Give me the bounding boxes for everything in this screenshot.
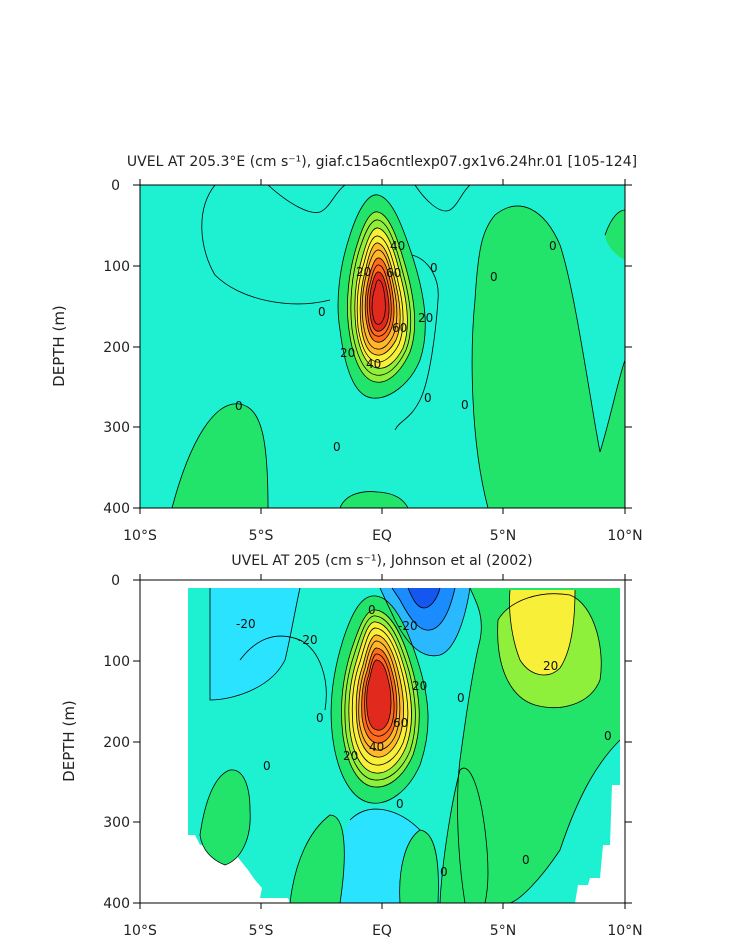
panel-model: UVEL AT 205.3°E (cm s⁻¹), giaf.c15a6cntl…: [50, 154, 643, 544]
p2-xtick-5N: 5°N: [490, 923, 516, 939]
p1-clabel-40b: 40: [366, 357, 381, 371]
p1-ytick-200: 200: [103, 340, 130, 356]
p1-clabel-20a: 20: [418, 311, 433, 325]
p2-ytick-0: 0: [111, 573, 120, 589]
p2-cyan-north: [210, 588, 300, 700]
p2-clabel-40: 40: [369, 740, 384, 754]
p2-ytick-200: 200: [103, 735, 130, 751]
p1-clabel-0b: 0: [318, 305, 326, 319]
p1-clabel-0h: 0: [549, 239, 557, 253]
p2-yellow-east: [509, 590, 575, 675]
p1-green-east: [472, 206, 625, 508]
p2-blue-b: [392, 588, 455, 631]
panel2-y-axis-label: DEPTH (m): [60, 700, 78, 782]
p2-clabel-0f: 0: [440, 865, 448, 879]
p1-clabel-0e: 0: [424, 391, 432, 405]
panel2-x-tick-labels: 10°S 5°S EQ 5°N 10°N: [123, 923, 643, 939]
panel2-field: -20 -20 -20 20 60 40 20 20 0 0 0 0 0 0 0…: [188, 587, 621, 903]
p2-clabel-0g: 0: [522, 853, 530, 867]
p2-green-mid: [290, 815, 345, 903]
p2-xtick-5S: 5°S: [249, 923, 274, 939]
p2-clabel-0c: 0: [457, 691, 465, 705]
panel1-x-tick-labels: 10°S 5°S EQ 5°N 10°N: [123, 528, 643, 544]
p2-clabel-20b: 20: [343, 749, 358, 763]
p2-clabel-n20c: -20: [398, 619, 418, 633]
p1-clabel-20c: 20: [356, 265, 371, 279]
p2-green-center: [399, 830, 439, 903]
p1-green-sw: [172, 403, 268, 508]
p1-clabel-60a: 60: [386, 266, 401, 280]
p1-xtick-10S: 10°S: [123, 528, 157, 544]
p2-clabel-n20b: -20: [298, 633, 318, 647]
p1-clabel-0f: 0: [461, 398, 469, 412]
panel1-y-axis-label: DEPTH (m): [50, 305, 68, 387]
p1-clabel-40a: 40: [390, 239, 405, 253]
panel1-y-tick-labels: 0 100 200 300 400: [103, 178, 130, 517]
p2-clabel-0a: 0: [368, 603, 376, 617]
p2-xtick-10S: 10°S: [123, 923, 157, 939]
p2-contour-labels: -20 -20 -20 20 60 40 20 20 0 0 0 0 0 0 0…: [236, 603, 612, 879]
p1-ytick-100: 100: [103, 259, 130, 275]
p2-xtick-10N: 10°N: [607, 923, 642, 939]
p2-clabel-0e: 0: [396, 797, 404, 811]
p1-ytick-300: 300: [103, 420, 130, 436]
p2-ytick-100: 100: [103, 654, 130, 670]
p2-clabel-0b: 0: [316, 711, 324, 725]
p2-clabel-60: 60: [393, 716, 408, 730]
panel1-ticks: [133, 179, 632, 514]
p2-ytick-400: 400: [103, 896, 130, 912]
p1-xtick-10N: 10°N: [607, 528, 642, 544]
p1-clabel-0c: 0: [235, 399, 243, 413]
p2-clabel-n20a: -20: [236, 617, 256, 631]
p2-clabel-20c: 20: [543, 659, 558, 673]
panel2-title: UVEL AT 205 (cm s⁻¹), Johnson et al (200…: [231, 553, 532, 569]
panel1-title: UVEL AT 205.3°E (cm s⁻¹), giaf.c15a6cntl…: [127, 154, 637, 170]
p1-clabel-0d: 0: [333, 440, 341, 454]
panel1-field: 40 60 20 0 20 40 60 20 0 0 0 0 0 0 0: [140, 185, 625, 508]
p1-contours: [171, 185, 625, 508]
p1-ytick-400: 400: [103, 501, 130, 517]
p1-clabel-20b: 20: [340, 346, 355, 360]
p2-clabel-0d: 0: [263, 759, 271, 773]
p1-green-corner: [605, 210, 625, 260]
p1-xtick-5S: 5°S: [249, 528, 274, 544]
p1-clabel-0a: 0: [430, 261, 438, 275]
p1-xtick-5N: 5°N: [490, 528, 516, 544]
p1-clabel-60b: 60: [392, 321, 407, 335]
panel2-ticks: [133, 574, 632, 909]
p2-euc-100: [366, 659, 392, 731]
p2-green-west: [200, 769, 251, 865]
p2-ytick-300: 300: [103, 815, 130, 831]
panel-observations: UVEL AT 205 (cm s⁻¹), Johnson et al (200…: [60, 553, 643, 939]
p1-xtick-EQ: EQ: [372, 528, 392, 544]
p2-green-right: [440, 768, 489, 903]
p1-ytick-0: 0: [111, 178, 120, 194]
panel2-y-tick-labels: 0 100 200 300 400: [103, 573, 130, 912]
p2-clabel-0h: 0: [604, 729, 612, 743]
p1-green-bottom: [340, 491, 408, 508]
p1-contour-labels: 40 60 20 0 20 40 60 20 0 0 0 0 0 0 0: [235, 239, 557, 454]
p2-contours: [199, 587, 621, 903]
p1-clabel-0g: 0: [490, 270, 498, 284]
p2-clabel-20a: 20: [412, 679, 427, 693]
p2-xtick-EQ: EQ: [372, 923, 392, 939]
